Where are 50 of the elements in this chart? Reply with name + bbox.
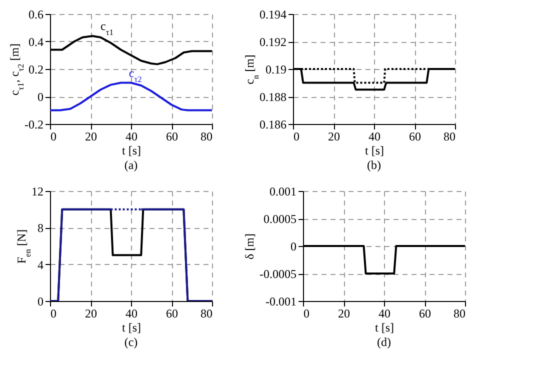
x-tick-label: 40 (126, 306, 138, 320)
x-tick-label: 20 (85, 306, 97, 320)
y-tick-label: 0.194 (260, 8, 286, 22)
x-tick-label: 20 (338, 306, 350, 320)
x-tick-label: 40 (126, 130, 138, 144)
y-tick-label: 0.188 (260, 90, 286, 104)
x-tick-label: 40 (368, 130, 380, 144)
text: (c) (124, 335, 138, 349)
y-tick-label: 0.001 (270, 184, 296, 198)
x-tick-label: 0 (50, 306, 56, 320)
text: (a) (124, 158, 138, 172)
x-tick-label: 0 (304, 306, 310, 320)
series-label: c$_{τ1}$ (100, 19, 114, 36)
y-tick-label: 8 (38, 221, 44, 236)
y-tick-label: 0.19 (266, 62, 286, 76)
x-tick-label: 60 (409, 130, 421, 144)
x-tick-label: 60 (419, 306, 431, 320)
y-tick-label: -0.2 (24, 118, 44, 132)
x-axis-title: t [s] (122, 144, 141, 158)
line-series (50, 82, 212, 112)
x-tick-label: 80 (454, 306, 466, 320)
y-tick-label: -0.0005 (260, 267, 296, 281)
x-tick-label: 40 (378, 306, 390, 320)
y-tick-label: 0 (290, 240, 296, 254)
x-tick-label: 80 (444, 130, 456, 144)
x-axis-title: t [s] (375, 320, 394, 334)
y-axis-title: δ [m] (242, 234, 257, 260)
y-tick-label: 0.4 (28, 35, 44, 49)
y-tick-label: 0.0005 (264, 212, 296, 226)
x-tick-label: 20 (328, 130, 340, 144)
y-tick-label: 0 (38, 294, 44, 308)
x-tick-label: 60 (166, 130, 178, 144)
y-tick-label: 0 (38, 90, 44, 104)
x-axis-title: t [s] (122, 320, 141, 334)
x-tick-label: 20 (85, 130, 97, 144)
y-tick-label: 12 (32, 184, 44, 198)
y-tick-label: -0.001 (266, 294, 296, 308)
y-tick-label: 0.192 (260, 35, 286, 49)
y-tick-label: 4 (38, 258, 44, 272)
x-tick-label: 60 (166, 306, 178, 320)
x-axis-title: t [s] (365, 144, 384, 158)
y-tick-label: 0.6 (28, 8, 44, 22)
y-tick-label: 0.2 (28, 62, 44, 76)
x-tick-label: 80 (200, 130, 212, 144)
series-label: c$_{τ2}$ (128, 66, 142, 84)
y-tick-label: 0.186 (260, 118, 286, 132)
x-tick-label: 80 (200, 306, 212, 320)
x-tick-label: 0 (50, 130, 56, 144)
text: (d) (377, 335, 391, 349)
text: (b) (367, 158, 381, 172)
